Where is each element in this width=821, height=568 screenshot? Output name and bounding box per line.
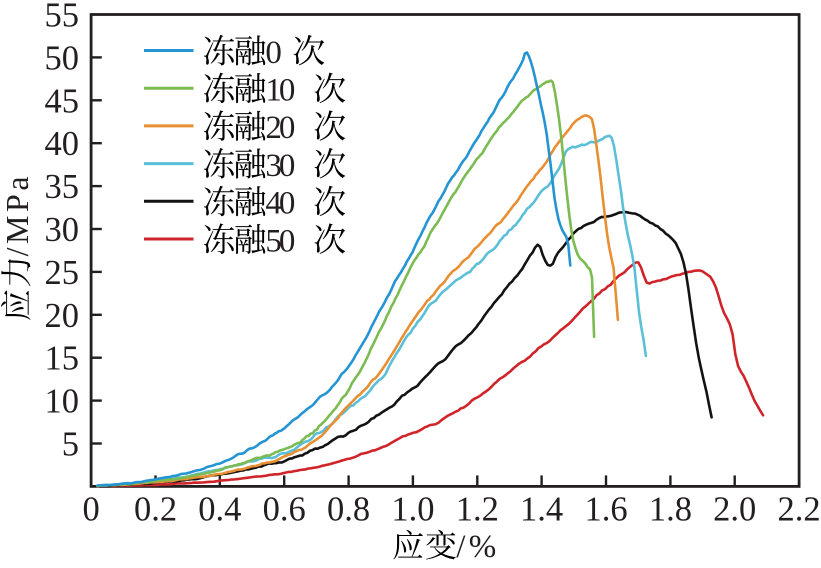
svg-text:30: 30 [45, 211, 80, 249]
svg-text:0.6: 0.6 [263, 490, 306, 528]
svg-text:50: 50 [265, 223, 295, 259]
svg-text:30: 30 [265, 148, 295, 184]
svg-text:1.0: 1.0 [391, 490, 434, 528]
svg-text:0: 0 [82, 490, 99, 528]
svg-text:1.8: 1.8 [649, 490, 692, 528]
svg-text:35: 35 [45, 168, 80, 206]
svg-text:1.6: 1.6 [584, 490, 627, 528]
svg-text:0: 0 [265, 35, 282, 71]
svg-text:20: 20 [265, 110, 295, 146]
svg-text:0.8: 0.8 [327, 490, 370, 528]
svg-text:2.2: 2.2 [778, 490, 821, 528]
svg-text:/%: /% [456, 529, 496, 563]
svg-text:15: 15 [45, 340, 80, 378]
svg-text:2.0: 2.0 [713, 490, 756, 528]
svg-text:10: 10 [45, 383, 80, 421]
svg-text:1.2: 1.2 [456, 490, 499, 528]
svg-text:40: 40 [45, 125, 80, 163]
svg-text:10: 10 [265, 73, 295, 109]
svg-text:50: 50 [45, 39, 80, 77]
svg-text:0.2: 0.2 [134, 490, 177, 528]
svg-text:25: 25 [45, 254, 80, 292]
svg-text:55: 55 [45, 0, 80, 35]
svg-text:0.4: 0.4 [198, 490, 241, 528]
svg-text:40: 40 [265, 186, 295, 222]
svg-text:/MPa: /MPa [0, 176, 35, 256]
svg-text:1.4: 1.4 [520, 490, 563, 528]
svg-text:20: 20 [45, 297, 80, 335]
svg-text:45: 45 [45, 82, 80, 120]
svg-text:5: 5 [62, 426, 79, 464]
